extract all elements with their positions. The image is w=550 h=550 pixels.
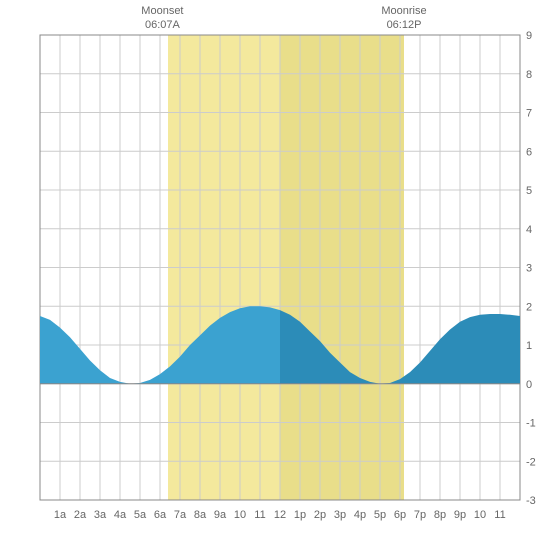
chart-svg: -3-2-101234567891a2a3a4a5a6a7a8a9a101112… — [0, 0, 550, 550]
x-tick-label: 7a — [174, 509, 187, 521]
y-tick-label: -3 — [526, 495, 536, 507]
y-tick-label: 6 — [526, 146, 532, 158]
x-tick-label: 10 — [474, 509, 486, 521]
moonset-time: 06:07A — [145, 19, 181, 31]
y-tick-label: 9 — [526, 30, 532, 42]
moonrise-title: Moonrise — [381, 5, 426, 17]
y-tick-label: 3 — [526, 263, 532, 275]
x-tick-label: 8p — [434, 509, 446, 521]
x-tick-label: 8a — [194, 509, 207, 521]
x-tick-label: 12 — [274, 509, 286, 521]
x-tick-label: 9p — [454, 509, 466, 521]
x-tick-label: 7p — [414, 509, 426, 521]
x-tick-label: 9a — [214, 509, 227, 521]
x-tick-label: 3a — [94, 509, 107, 521]
x-tick-label: 5a — [134, 509, 147, 521]
x-tick-label: 4a — [114, 509, 127, 521]
y-tick-label: 2 — [526, 301, 532, 313]
x-tick-label: 11 — [494, 509, 505, 521]
x-tick-label: 6p — [394, 509, 406, 521]
x-tick-label: 6a — [154, 509, 167, 521]
tide-chart: -3-2-101234567891a2a3a4a5a6a7a8a9a101112… — [0, 0, 550, 550]
y-tick-label: 5 — [526, 185, 532, 197]
x-tick-label: 2a — [74, 509, 87, 521]
y-tick-label: 8 — [526, 69, 532, 81]
moonset-title: Moonset — [141, 5, 183, 17]
x-tick-label: 2p — [314, 509, 326, 521]
x-tick-label: 4p — [354, 509, 366, 521]
y-tick-label: -2 — [526, 456, 536, 468]
x-tick-label: 10 — [234, 509, 246, 521]
x-tick-label: 3p — [334, 509, 346, 521]
x-tick-label: 1a — [54, 509, 67, 521]
y-tick-label: 1 — [526, 340, 532, 352]
y-tick-label: -1 — [526, 418, 536, 430]
x-tick-label: 5p — [374, 509, 386, 521]
x-tick-label: 11 — [254, 509, 265, 521]
y-tick-label: 7 — [526, 108, 532, 120]
y-tick-label: 4 — [526, 224, 532, 236]
x-tick-label: 1p — [294, 509, 306, 521]
y-tick-label: 0 — [526, 379, 532, 391]
moonrise-time: 06:12P — [387, 19, 422, 31]
